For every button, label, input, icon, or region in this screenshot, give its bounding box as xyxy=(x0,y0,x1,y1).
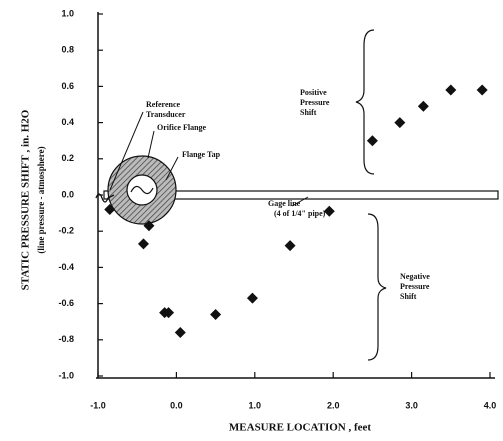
annotation: Transducer xyxy=(146,110,186,119)
data-point xyxy=(138,238,149,249)
y-tick-label: -0.6 xyxy=(58,298,74,308)
annotation: Shift xyxy=(400,292,417,301)
brace xyxy=(356,30,374,174)
x-tick-label: 4.0 xyxy=(484,400,497,410)
y-tick-label: -1.0 xyxy=(58,370,74,380)
y-tick-label: 0.2 xyxy=(61,153,74,163)
chart: MEASURE LOCATION , feet STATIC PRESSURE … xyxy=(0,0,503,441)
annotation: Reference xyxy=(146,100,181,109)
x-tick-label: 1.0 xyxy=(249,400,262,410)
annotation: Gage line xyxy=(268,199,301,208)
data-point xyxy=(445,85,456,96)
annotation: Flange Tap xyxy=(182,150,221,159)
data-point xyxy=(175,327,186,338)
y-tick-label: -0.2 xyxy=(58,226,74,236)
x-tick-label: 0.0 xyxy=(170,400,183,410)
data-point xyxy=(324,206,335,217)
annotation: (4 of 1/4" pipe) xyxy=(274,209,326,218)
x-tick-label: -1.0 xyxy=(90,400,106,410)
y-axis-label: STATIC PRESSURE SHIFT , in. H2O xyxy=(20,109,32,290)
brace xyxy=(368,214,386,360)
x-tick-label: 2.0 xyxy=(327,400,340,410)
annotation: Pressure xyxy=(300,98,330,107)
x-axis-label: MEASURE LOCATION , feet xyxy=(229,422,372,434)
data-point xyxy=(247,293,258,304)
annotation: Shift xyxy=(300,108,317,117)
data-point xyxy=(367,135,378,146)
x-tick-label: 3.0 xyxy=(405,400,418,410)
y-tick-label: 0.4 xyxy=(61,117,74,127)
annotation: Orifice Flange xyxy=(157,123,207,132)
data-point xyxy=(477,85,488,96)
data-point xyxy=(394,117,405,128)
y-tick-label: -0.8 xyxy=(58,334,74,344)
annotation: Pressure xyxy=(400,282,430,291)
annotation: Negative xyxy=(400,272,430,281)
y-tick-label: 0.6 xyxy=(61,81,74,91)
y-tick-label: -0.4 xyxy=(58,262,74,272)
data-point xyxy=(418,101,429,112)
annotation: Positive xyxy=(300,88,327,97)
data-point xyxy=(285,240,296,251)
data-point xyxy=(210,309,221,320)
leader xyxy=(148,131,154,158)
y-tick-label: 0.8 xyxy=(61,45,74,55)
y-tick-label: 1.0 xyxy=(61,8,74,18)
y-axis-sublabel: (line pressure - atmosphere) xyxy=(36,146,46,253)
y-tick-label: 0.0 xyxy=(61,189,74,199)
